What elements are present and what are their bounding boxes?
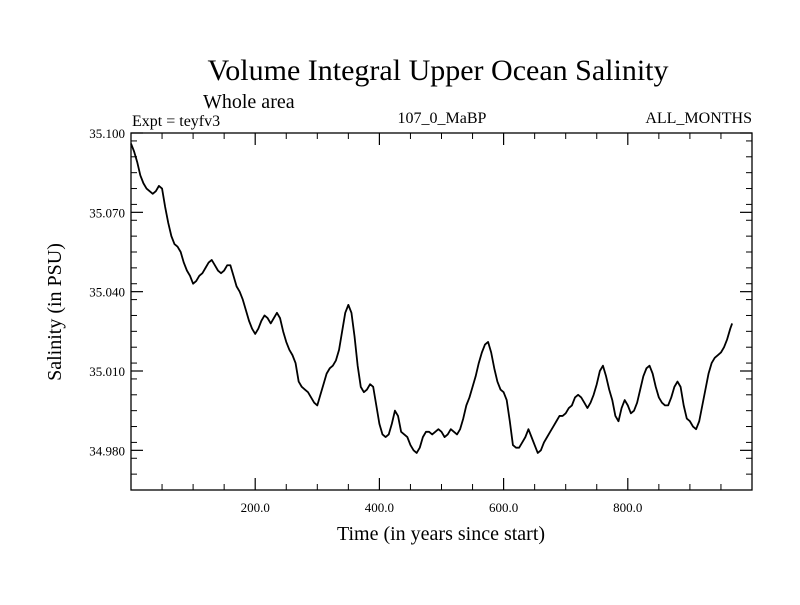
months-label: ALL_MONTHS bbox=[645, 110, 752, 127]
y-tick-label: 35.100 bbox=[89, 126, 125, 141]
y-tick-label: 35.040 bbox=[89, 285, 125, 300]
x-tick-label: 400.0 bbox=[365, 500, 394, 515]
chart-subtitle: Whole area bbox=[203, 91, 295, 113]
chart-title: Volume Integral Upper Ocean Salinity bbox=[208, 54, 669, 87]
experiment-label: Expt = teyfv3 bbox=[132, 113, 220, 130]
x-tick-label: 600.0 bbox=[489, 500, 518, 515]
y-tick-label: 35.010 bbox=[89, 364, 125, 379]
y-tick-label: 34.980 bbox=[89, 443, 125, 458]
x-axis-label: Time (in years since start) bbox=[337, 523, 545, 545]
x-tick-label: 800.0 bbox=[613, 500, 642, 515]
y-tick-label: 35.070 bbox=[89, 205, 125, 220]
y-axis-label: Salinity (in PSU) bbox=[44, 243, 66, 381]
plot-frame bbox=[130, 132, 753, 491]
series-line-salinity bbox=[130, 143, 733, 454]
x-tick-label: 200.0 bbox=[241, 500, 270, 515]
period-label: 107_0_MaBP bbox=[398, 110, 487, 127]
plot-area: 200.0 400.0 600.0 800.0 35.100 35.070 35.040 35… bbox=[89, 126, 753, 515]
